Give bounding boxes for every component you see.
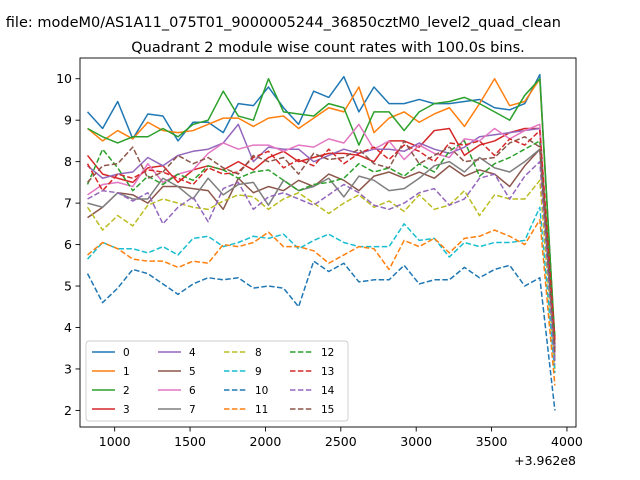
x-tick-label: 1000 — [99, 434, 131, 449]
y-tick-label: 3 — [64, 361, 72, 376]
legend-label-9: 9 — [255, 366, 262, 378]
x-tick-label: 1500 — [174, 434, 206, 449]
y-tick-label: 10 — [56, 71, 72, 86]
y-tick-label: 5 — [64, 279, 72, 294]
x-offset-label: +3.962e8 — [514, 453, 576, 468]
y-axis: 2 3 4 5 6 7 8 9 10 — [56, 71, 80, 418]
legend-label-2: 2 — [123, 385, 130, 397]
series-line-8 — [86, 179, 556, 370]
y-tick-label: 7 — [64, 196, 72, 211]
series-line-9 — [86, 206, 556, 374]
legend-label-13: 13 — [321, 366, 334, 378]
legend-label-1: 1 — [123, 366, 130, 378]
y-tick-label: 2 — [64, 403, 72, 418]
legend-label-4: 4 — [189, 347, 196, 359]
legend-label-0: 0 — [123, 347, 130, 359]
x-tick-label: 3500 — [476, 434, 508, 449]
legend-label-10: 10 — [255, 385, 268, 397]
series-line-4 — [87, 123, 556, 349]
series-line-2 — [87, 77, 556, 340]
series-line-13 — [86, 129, 556, 340]
legend-label-15: 15 — [321, 404, 334, 416]
legend-label-5: 5 — [189, 366, 196, 378]
series-line-6 — [87, 123, 556, 357]
x-tick-label: 2000 — [250, 434, 282, 449]
series-lines — [86, 73, 556, 411]
x-tick-label: 4000 — [551, 434, 583, 449]
series-line-10 — [86, 260, 556, 411]
plot-area: 1000 1500 2000 2500 3000 3500 4000 2345678910 … — [56, 57, 583, 468]
legend-label-12: 12 — [321, 347, 334, 359]
legend-label-11: 11 — [255, 404, 268, 416]
series-line-15 — [86, 136, 556, 353]
figure-suptitle: n file: modeM0/AS1A11_075T01_9000005244_… — [0, 15, 561, 31]
x-axis: 1000 1500 2000 2500 3000 3500 4000 — [99, 427, 583, 449]
y-tick-label: 6 — [64, 237, 72, 252]
legend-label-8: 8 — [255, 347, 262, 359]
legend-label-6: 6 — [189, 385, 196, 397]
series-line-12 — [86, 140, 556, 336]
y-tick-label: 9 — [64, 113, 72, 128]
axes-frame — [79, 57, 577, 428]
series-line-14 — [87, 160, 556, 365]
x-tick-label: 2500 — [325, 434, 357, 449]
legend-label-3: 3 — [123, 404, 130, 416]
legend-box — [85, 340, 349, 422]
legend-label-14: 14 — [321, 385, 335, 397]
series-line-0 — [86, 73, 556, 345]
y-tick-label: 8 — [64, 154, 72, 169]
x-tick-label: 3000 — [400, 434, 432, 449]
chart-title: Quadrant 2 module wise count rates with … — [131, 40, 525, 56]
y-tick-label: 4 — [64, 320, 72, 335]
series-line-1 — [87, 77, 556, 345]
legend-label-7: 7 — [189, 404, 196, 416]
series-line-11 — [87, 218, 556, 386]
